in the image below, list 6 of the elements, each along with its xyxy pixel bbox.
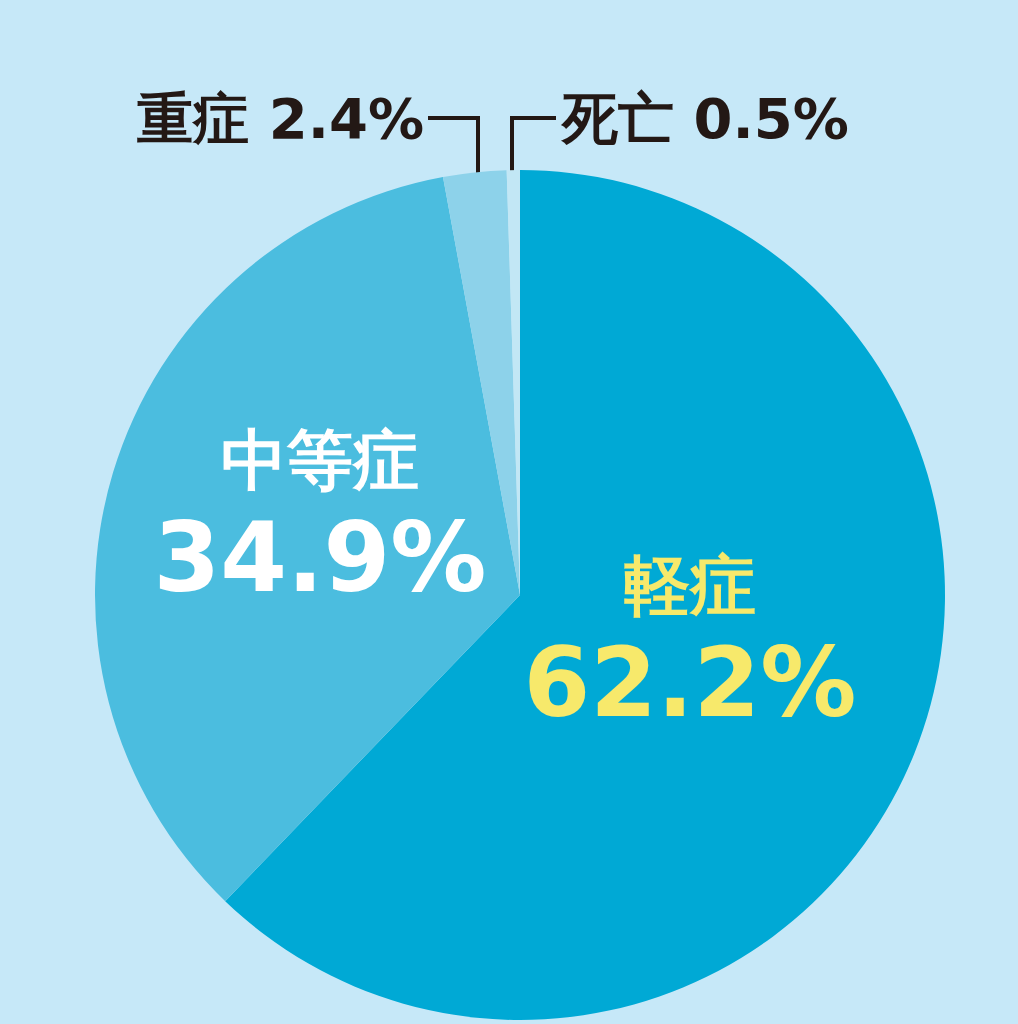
- data-label: 62.2%: [523, 627, 857, 739]
- slice-label: 死亡 0.5%: [560, 85, 849, 151]
- slice-label: 軽症: [624, 546, 756, 624]
- slice-label: 重症 2.4%: [137, 85, 424, 151]
- slice-label: 中等症: [221, 421, 419, 499]
- data-label: 34.9%: [153, 502, 487, 614]
